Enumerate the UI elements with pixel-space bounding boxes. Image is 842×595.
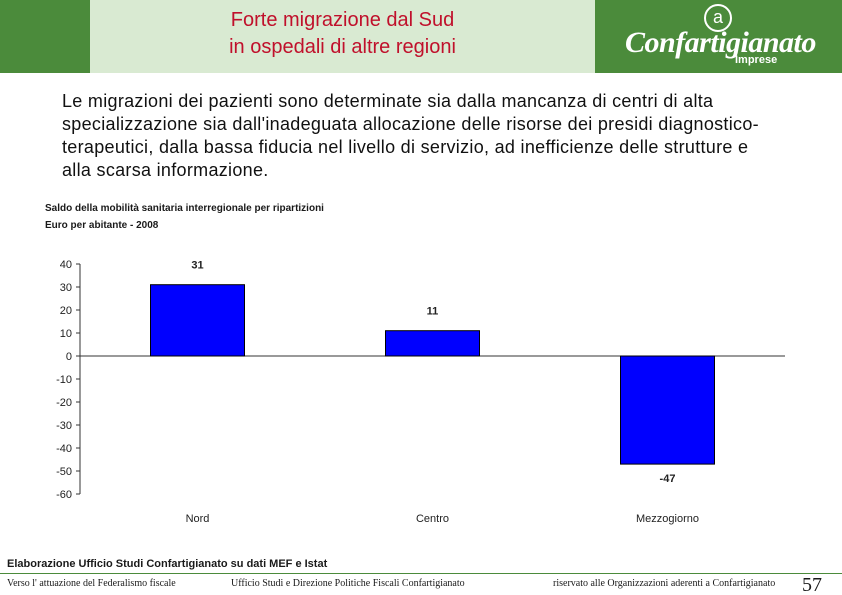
data-label: 11: [427, 306, 439, 318]
category-label: Mezzogiorno: [636, 513, 699, 525]
footer-left-text: Verso l' attuazione del Federalismo fisc…: [7, 578, 176, 589]
y-tick-label: 0: [66, 351, 72, 363]
slide-title: Forte migrazione dal Sud in ospedali di …: [229, 9, 456, 58]
y-tick-label: 20: [60, 305, 72, 317]
confartigianato-logo: a Confartigianato Imprese: [595, 0, 842, 73]
data-label: -47: [660, 473, 676, 485]
y-tick-label: -40: [56, 443, 72, 455]
header-accent-left: [0, 0, 90, 73]
bar-nord: [150, 284, 245, 357]
footer-center-text: Ufficio Studi e Direzione Politiche Fisc…: [231, 578, 465, 589]
y-tick-label: -30: [56, 420, 72, 432]
y-tick-label: 40: [60, 259, 72, 271]
logo-wordmark: Confartigianato: [625, 26, 816, 59]
footer-right-text: riservato alle Organizzazioni aderenti a…: [553, 578, 776, 589]
y-tick-label: -10: [56, 374, 72, 386]
y-tick-label: -50: [56, 466, 72, 478]
y-tick-label: 30: [60, 282, 72, 294]
category-label: Centro: [416, 513, 449, 525]
bar-mezzogiorno: [620, 355, 715, 465]
footer-divider: [0, 573, 842, 574]
source-note: Elaborazione Ufficio Studi Confartigiana…: [7, 558, 328, 570]
category-label: Nord: [186, 513, 210, 525]
intro-paragraph: Le migrazioni dei pazienti sono determin…: [62, 91, 759, 180]
logo-subtext: Imprese: [735, 54, 778, 66]
y-tick-label: -20: [56, 397, 72, 409]
bar-centro: [385, 330, 480, 357]
chart-title: Saldo della mobilità sanitaria interregi…: [45, 203, 324, 214]
page-number: 57: [802, 574, 822, 595]
y-tick-label: -60: [56, 489, 72, 501]
chart-subtitle: Euro per abitante - 2008: [45, 220, 159, 231]
data-label: 31: [191, 260, 203, 272]
logo-symbol-icon: a: [704, 4, 732, 32]
header-title-box: Forte migrazione dal Sud in ospedali di …: [90, 0, 595, 73]
y-tick-label: 10: [60, 328, 72, 340]
